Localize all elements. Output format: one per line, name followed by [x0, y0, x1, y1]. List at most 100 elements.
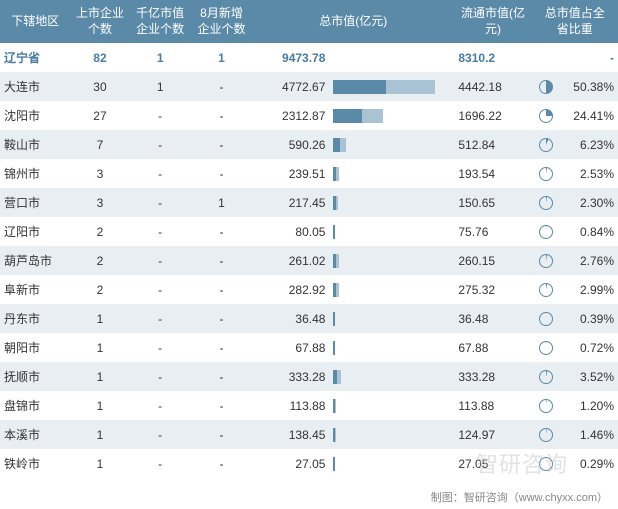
cell-circ-mv: 124.97 — [454, 420, 531, 449]
cell-listed: 1 — [70, 333, 129, 362]
header-pct: 总市值占全省比重 — [532, 0, 618, 43]
table-row: 朝阳市1--67.8867.880.72% — [0, 333, 618, 362]
cell-pie — [532, 333, 562, 362]
cell-pie — [532, 188, 562, 217]
summary-pie — [532, 43, 562, 72]
cell-bar — [329, 304, 454, 333]
cell-total-mv: 36.48 — [252, 304, 329, 333]
cell-aug: - — [191, 304, 252, 333]
summary-region: 辽宁省 — [0, 43, 70, 72]
cell-region: 朝阳市 — [0, 333, 70, 362]
cell-pct: 6.23% — [561, 130, 618, 159]
cell-kyi: - — [129, 304, 190, 333]
cell-region: 盘锦市 — [0, 391, 70, 420]
cell-aug: - — [191, 159, 252, 188]
cell-listed: 2 — [70, 275, 129, 304]
cell-pct: 2.99% — [561, 275, 618, 304]
cell-bar — [329, 101, 454, 130]
cell-pct: 50.38% — [561, 72, 618, 101]
cell-total-mv: 138.45 — [252, 420, 329, 449]
cell-region: 锦州市 — [0, 159, 70, 188]
cell-region: 抚顺市 — [0, 362, 70, 391]
cell-pct: 2.30% — [561, 188, 618, 217]
pie-icon — [539, 254, 553, 268]
cell-region: 大连市 — [0, 72, 70, 101]
cell-kyi: - — [129, 159, 190, 188]
bar-total — [333, 457, 335, 471]
cell-pie — [532, 72, 562, 101]
cell-pie — [532, 362, 562, 391]
cell-listed: 7 — [70, 130, 129, 159]
bar-total — [333, 254, 336, 268]
bar-total — [333, 196, 336, 210]
cell-pie — [532, 391, 562, 420]
table-row: 辽阳市2--80.0575.760.84% — [0, 217, 618, 246]
table-row: 盘锦市1--113.88113.881.20% — [0, 391, 618, 420]
cell-pct: 0.39% — [561, 304, 618, 333]
cell-aug: - — [191, 333, 252, 362]
cell-aug: - — [191, 391, 252, 420]
bar-total — [333, 428, 335, 442]
pie-icon — [539, 341, 553, 355]
summary-total-mv: 9473.78 — [252, 43, 329, 72]
market-value-table: 下辖地区 上市企业个数 千亿市值企业个数 8月新增企业个数 总市值(亿元) 流通… — [0, 0, 618, 478]
header-aug: 8月新增企业个数 — [191, 0, 252, 43]
cell-bar — [329, 275, 454, 304]
cell-listed: 1 — [70, 362, 129, 391]
cell-listed: 1 — [70, 304, 129, 333]
cell-total-mv: 80.05 — [252, 217, 329, 246]
table-row: 葫芦岛市2--261.02260.152.76% — [0, 246, 618, 275]
cell-aug: - — [191, 275, 252, 304]
bar-total — [333, 312, 335, 326]
table-row: 阜新市2--282.92275.322.99% — [0, 275, 618, 304]
header-kyi: 千亿市值企业个数 — [129, 0, 190, 43]
cell-aug: - — [191, 217, 252, 246]
table-row: 丹东市1--36.4836.480.39% — [0, 304, 618, 333]
bar-total — [333, 109, 362, 123]
cell-listed: 1 — [70, 449, 129, 478]
cell-region: 本溪市 — [0, 420, 70, 449]
cell-circ-mv: 36.48 — [454, 304, 531, 333]
cell-kyi: - — [129, 362, 190, 391]
table-row: 铁岭市1--27.0527.050.29% — [0, 449, 618, 478]
cell-aug: - — [191, 246, 252, 275]
cell-bar — [329, 130, 454, 159]
cell-circ-mv: 333.28 — [454, 362, 531, 391]
cell-kyi: - — [129, 130, 190, 159]
summary-row: 辽宁省 82 1 1 9473.78 8310.2 - — [0, 43, 618, 72]
cell-region: 营口市 — [0, 188, 70, 217]
pie-icon — [539, 457, 553, 471]
cell-circ-mv: 1696.22 — [454, 101, 531, 130]
cell-pie — [532, 101, 562, 130]
cell-pct: 1.20% — [561, 391, 618, 420]
cell-aug: - — [191, 420, 252, 449]
cell-pie — [532, 449, 562, 478]
pie-icon — [539, 196, 553, 210]
cell-pct: 24.41% — [561, 101, 618, 130]
table-header-row: 下辖地区 上市企业个数 千亿市值企业个数 8月新增企业个数 总市值(亿元) 流通… — [0, 0, 618, 43]
pie-icon — [539, 109, 553, 123]
cell-circ-mv: 193.54 — [454, 159, 531, 188]
header-region: 下辖地区 — [0, 0, 70, 43]
cell-pct: 0.72% — [561, 333, 618, 362]
cell-total-mv: 27.05 — [252, 449, 329, 478]
cell-total-mv: 282.92 — [252, 275, 329, 304]
header-circ-mv: 流通市值(亿元) — [454, 0, 531, 43]
bar-total — [333, 80, 386, 94]
cell-total-mv: 4772.67 — [252, 72, 329, 101]
table-row: 抚顺市1--333.28333.283.52% — [0, 362, 618, 391]
cell-pct: 1.46% — [561, 420, 618, 449]
bar-total — [333, 283, 336, 297]
cell-aug: - — [191, 449, 252, 478]
pie-icon — [539, 225, 553, 239]
cell-circ-mv: 150.65 — [454, 188, 531, 217]
cell-total-mv: 113.88 — [252, 391, 329, 420]
cell-kyi: - — [129, 275, 190, 304]
cell-bar — [329, 362, 454, 391]
cell-pie — [532, 304, 562, 333]
cell-kyi: - — [129, 420, 190, 449]
cell-kyi: - — [129, 246, 190, 275]
bar-total — [333, 370, 337, 384]
cell-bar — [329, 449, 454, 478]
cell-aug: - — [191, 101, 252, 130]
